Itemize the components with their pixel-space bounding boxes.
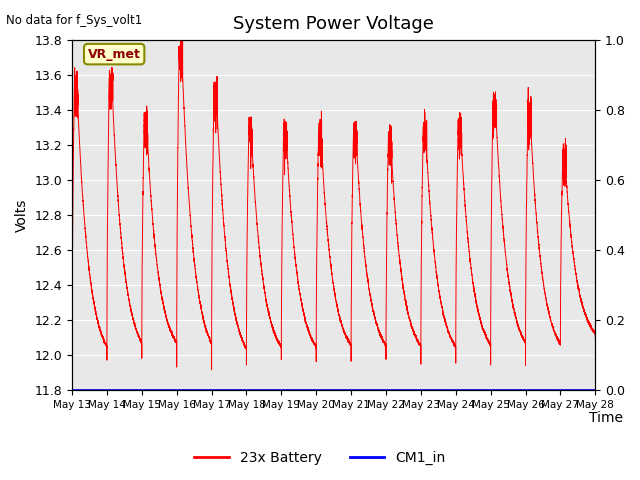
Text: VR_met: VR_met [88,48,141,60]
Title: System Power Voltage: System Power Voltage [233,15,434,33]
X-axis label: Time: Time [589,411,623,425]
Legend: 23x Battery, CM1_in: 23x Battery, CM1_in [189,445,451,471]
Text: No data for f_Sys_volt1: No data for f_Sys_volt1 [6,14,143,27]
Y-axis label: Volts: Volts [15,199,29,232]
